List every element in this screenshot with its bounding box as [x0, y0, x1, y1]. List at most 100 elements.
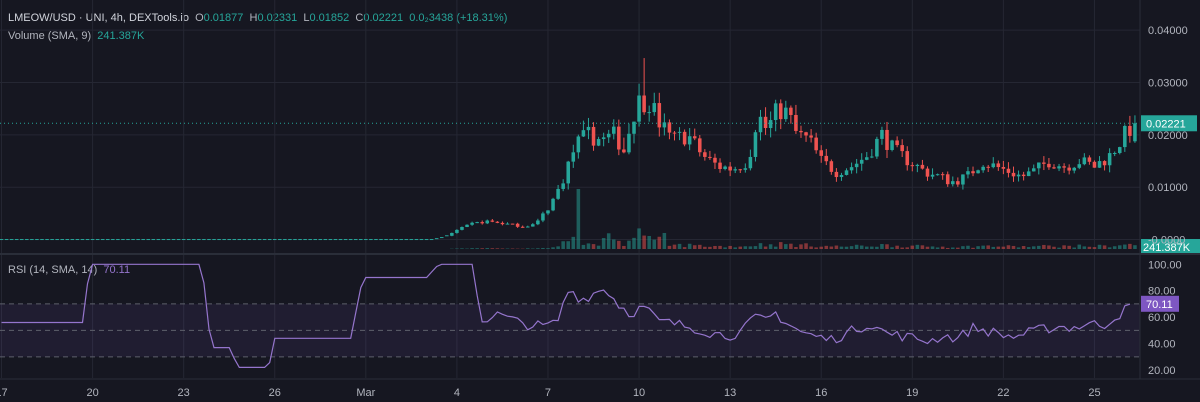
candle-body: [1107, 153, 1112, 166]
volume-bar: [996, 246, 1001, 249]
candle-body: [586, 126, 591, 131]
volume-bar: [864, 246, 869, 249]
x-tick-label: 20: [86, 387, 98, 399]
volume-bar: [945, 247, 950, 249]
volume-bar: [920, 245, 925, 249]
close-value: 0.02221: [363, 12, 404, 24]
candle-body: [591, 126, 596, 146]
candle-body: [829, 161, 834, 172]
x-tick-label: Mar: [356, 387, 375, 399]
volume-bar: [470, 248, 474, 249]
candle-body: [1092, 161, 1097, 168]
volume-bar: [698, 244, 702, 249]
candle-body: [981, 166, 985, 171]
volume-bar: [935, 247, 940, 249]
low-value: 0.01852: [309, 12, 350, 24]
candle-body: [657, 103, 662, 128]
candle-body: [1072, 167, 1076, 171]
volume-bar: [617, 240, 621, 249]
volume-bar: [1021, 245, 1026, 249]
candle-body: [718, 162, 722, 170]
volume-bar: [586, 243, 591, 249]
volume-bar: [910, 245, 915, 249]
high-label: H: [249, 12, 258, 24]
candle-body: [1006, 168, 1011, 173]
volume-tag-text: 241.387K: [1143, 242, 1191, 254]
volume-bar: [940, 246, 945, 249]
candle-body: [799, 130, 803, 133]
volume-bar: [718, 245, 722, 249]
volume-bar: [753, 246, 758, 249]
volume-bar: [571, 236, 576, 249]
price-legend: LMEOW/USD · UNI, 4h, DEXTools.io O0.0187…: [8, 12, 507, 24]
volume-bar: [475, 248, 479, 249]
volume-bar: [708, 246, 712, 249]
rsi-tick-label: 20.00: [1148, 365, 1176, 377]
candle-body: [1057, 166, 1061, 169]
volume-bar: [728, 245, 732, 249]
volume-bar: [784, 244, 788, 249]
volume-bar: [1037, 245, 1041, 249]
volume-bar: [925, 246, 930, 249]
candle-body: [880, 129, 884, 139]
candle-body: [1082, 157, 1087, 165]
volume-bar: [900, 247, 904, 249]
price-tick-label: 0.02000: [1148, 130, 1188, 142]
volume-bar: [662, 232, 667, 249]
candle-body: [455, 229, 459, 233]
candle-body: [692, 136, 697, 139]
candle-body: [748, 156, 753, 169]
volume-tag: 241.387K: [1141, 239, 1200, 255]
volume-bar: [915, 244, 920, 249]
candle-body: [611, 126, 616, 134]
volume-bar: [1082, 246, 1087, 249]
volume-bar: [1102, 245, 1107, 249]
rsi-tag-bg: [1141, 295, 1179, 312]
volume-bar: [672, 244, 677, 249]
candle-body: [971, 171, 975, 174]
volume-bar: [738, 246, 743, 249]
volume-bar: [622, 245, 626, 249]
candle-body: [1077, 164, 1082, 168]
candle-body: [956, 181, 960, 185]
volume-bar: [1133, 245, 1137, 249]
rsi-band: [0, 303, 1140, 358]
candle-body: [1112, 152, 1117, 154]
candle-body: [520, 226, 525, 228]
candle-body: [910, 165, 915, 167]
candle-body: [632, 121, 636, 134]
volume-bar: [1042, 244, 1046, 249]
volume-bar: [541, 247, 545, 249]
candle-body: [541, 213, 545, 221]
volume-bar: [1011, 245, 1016, 249]
candle-body: [824, 155, 829, 162]
candle-body: [1128, 125, 1132, 136]
volume-bar: [1087, 246, 1092, 249]
volume-bar: [733, 247, 737, 249]
volume-bar: [652, 239, 657, 249]
candle-body: [485, 220, 490, 224]
volume-bar: [657, 236, 662, 249]
x-tick-label: 19: [906, 387, 918, 399]
volume-bar: [611, 239, 616, 249]
candle-body: [637, 95, 641, 122]
price-tick-label: 0.04000: [1148, 25, 1188, 37]
candle-body: [1001, 167, 1006, 169]
open-label: O: [195, 12, 204, 24]
candle-body: [1026, 171, 1031, 177]
volume-bar: [1047, 245, 1051, 249]
x-tick-label: 25: [1088, 387, 1100, 399]
volume-bar: [495, 248, 500, 249]
candle-body: [1067, 167, 1071, 171]
rsi-tick-label: 100.00: [1148, 259, 1182, 271]
candle-body: [546, 210, 550, 214]
candle-body: [1011, 172, 1016, 177]
candle-body: [778, 103, 783, 120]
volume-bar: [1006, 245, 1011, 249]
high-value: 0.02331: [257, 12, 298, 24]
volume-bar: [561, 241, 565, 249]
candle-body: [505, 223, 510, 225]
x-tick-label: 4: [454, 387, 460, 399]
volume-bar: [566, 241, 570, 249]
